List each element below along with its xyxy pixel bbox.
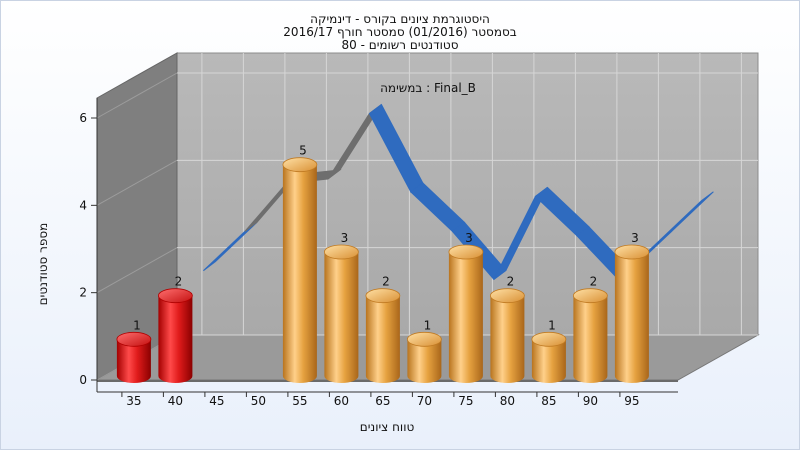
y-axis-label: מספר סטודנטים (36, 223, 50, 306)
bar-top (448, 244, 484, 260)
bar-data-label: 2 (175, 275, 183, 289)
bar-body (116, 339, 151, 383)
x-tick-label: 90 (583, 394, 598, 408)
bar-body (573, 295, 608, 383)
bar-body (531, 339, 566, 383)
x-tick-label: 50 (251, 394, 266, 408)
x-tick-label: 45 (209, 394, 224, 408)
x-tick-label: 40 (168, 394, 183, 408)
bar-top (489, 288, 525, 304)
bar-top (365, 288, 401, 304)
bar-body (490, 295, 525, 384)
bar-top (531, 331, 567, 347)
bar-body (282, 164, 317, 383)
task-subtitle: במשימה : Final_B (380, 81, 476, 95)
bar-data-label: 1 (424, 318, 432, 332)
bar (531, 331, 567, 383)
bar-data-label: 2 (382, 275, 390, 289)
bar (157, 288, 193, 383)
bar (365, 288, 401, 383)
bar (448, 244, 484, 383)
bar-body (448, 252, 483, 383)
side-gridline (96, 159, 178, 206)
bar (323, 244, 359, 383)
bar-body (324, 252, 359, 383)
bar (614, 244, 650, 383)
bar-data-label: 3 (465, 231, 473, 245)
y-tick-label: 6 (79, 111, 87, 125)
bar-top (116, 331, 152, 347)
chart-title-line-2: בסמסטר (01/2016) סמסטר חורף 2016/17 (283, 25, 517, 39)
x-axis-label: טווח ציונים (360, 420, 415, 434)
x-tick-label: 65 (375, 394, 390, 408)
bar-top (282, 157, 318, 173)
bar-body (614, 252, 649, 383)
bar-data-label: 3 (341, 231, 349, 245)
bar-data-label: 1 (133, 318, 141, 332)
bar-top (157, 288, 193, 304)
bar-data-label: 1 (548, 318, 556, 332)
bar (489, 288, 525, 384)
bar-data-label: 5 (299, 144, 307, 158)
bar-data-label: 3 (631, 231, 639, 245)
bar (406, 331, 442, 383)
x-tick-label: 95 (624, 394, 639, 408)
bar-top (406, 331, 442, 347)
x-tick-label: 70 (417, 394, 432, 408)
chart-title-line-3: סטודנטים רשומים - 80 (341, 38, 459, 52)
bar-top (614, 244, 650, 260)
bar (573, 288, 608, 383)
y-tick-label: 2 (79, 286, 87, 300)
side-gridline (96, 247, 178, 294)
bar-body (407, 339, 442, 383)
y-tick-label: 0 (79, 373, 87, 387)
bar-body (365, 295, 400, 383)
x-tick-label: 80 (500, 394, 515, 408)
x-tick-label: 35 (126, 394, 141, 408)
bar-data-label: 2 (507, 275, 515, 289)
x-tick-label: 85 (541, 394, 556, 408)
bar-top (573, 288, 608, 304)
side-gridline (96, 72, 178, 119)
bar (282, 157, 318, 383)
y-tick-label: 4 (79, 198, 87, 212)
chart-title-line-1: היסטוגרמת ציונים בקורס - דינמיקה (310, 12, 490, 26)
bar-top (323, 244, 359, 260)
bar-body (158, 295, 193, 383)
bar (116, 331, 152, 383)
bar-data-label: 2 (590, 275, 598, 289)
x-tick-label: 60 (334, 394, 349, 408)
curve-segment (659, 191, 714, 241)
x-tick-label: 55 (292, 394, 307, 408)
x-tick-label: 75 (458, 394, 473, 408)
